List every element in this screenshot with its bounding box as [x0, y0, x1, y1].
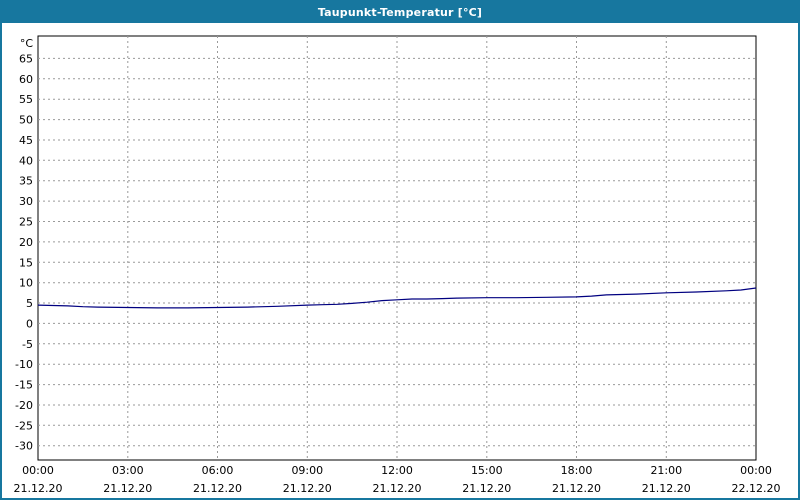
y-tick-label: 20: [19, 236, 33, 249]
y-tick-label: -5: [22, 338, 33, 351]
y-tick-label: 15: [19, 256, 33, 269]
y-tick-label: -30: [15, 440, 33, 453]
title-bar: Taupunkt-Temperatur [°C]: [2, 2, 798, 23]
y-tick-label: -25: [15, 419, 33, 432]
y-tick-label: 55: [19, 93, 33, 106]
y-tick-label: 30: [19, 195, 33, 208]
x-tick-time-label: 12:00: [381, 464, 413, 477]
y-tick-label: 40: [19, 154, 33, 167]
chart-title: Taupunkt-Temperatur [°C]: [317, 6, 483, 19]
x-tick-time-label: 00:00: [740, 464, 772, 477]
y-tick-label: -15: [15, 379, 33, 392]
y-tick-label: 5: [26, 297, 33, 310]
y-tick-label: -10: [15, 358, 33, 371]
x-tick-date-label: 21.12.20: [642, 482, 691, 495]
x-tick-time-label: 03:00: [112, 464, 144, 477]
x-tick-time-label: 18:00: [561, 464, 593, 477]
x-tick-date-label: 21.12.20: [103, 482, 152, 495]
y-tick-label: 65: [19, 52, 33, 65]
y-tick-label: 60: [19, 73, 33, 86]
x-tick-time-label: 00:00: [22, 464, 54, 477]
x-tick-date-label: 21.12.20: [193, 482, 242, 495]
x-tick-time-label: 09:00: [291, 464, 323, 477]
y-tick-label: 10: [19, 277, 33, 290]
y-axis-unit-label: °C: [20, 37, 34, 50]
y-tick-label: 50: [19, 114, 33, 127]
x-tick-time-label: 06:00: [202, 464, 234, 477]
x-tick-date-label: 21.12.20: [462, 482, 511, 495]
x-tick-date-label: 22.12.20: [732, 482, 781, 495]
x-tick-date-label: 21.12.20: [283, 482, 332, 495]
y-tick-label: 0: [26, 317, 33, 330]
y-tick-label: 45: [19, 134, 33, 147]
y-tick-label: 35: [19, 175, 33, 188]
x-tick-time-label: 21:00: [650, 464, 682, 477]
x-tick-date-label: 21.12.20: [552, 482, 601, 495]
x-tick-time-label: 15:00: [471, 464, 503, 477]
y-tick-label: -20: [15, 399, 33, 412]
x-tick-date-label: 21.12.20: [373, 482, 422, 495]
series-line-taupunkt: [37, 287, 757, 309]
x-tick-date-label: 21.12.20: [14, 482, 63, 495]
y-tick-label: 25: [19, 216, 33, 229]
